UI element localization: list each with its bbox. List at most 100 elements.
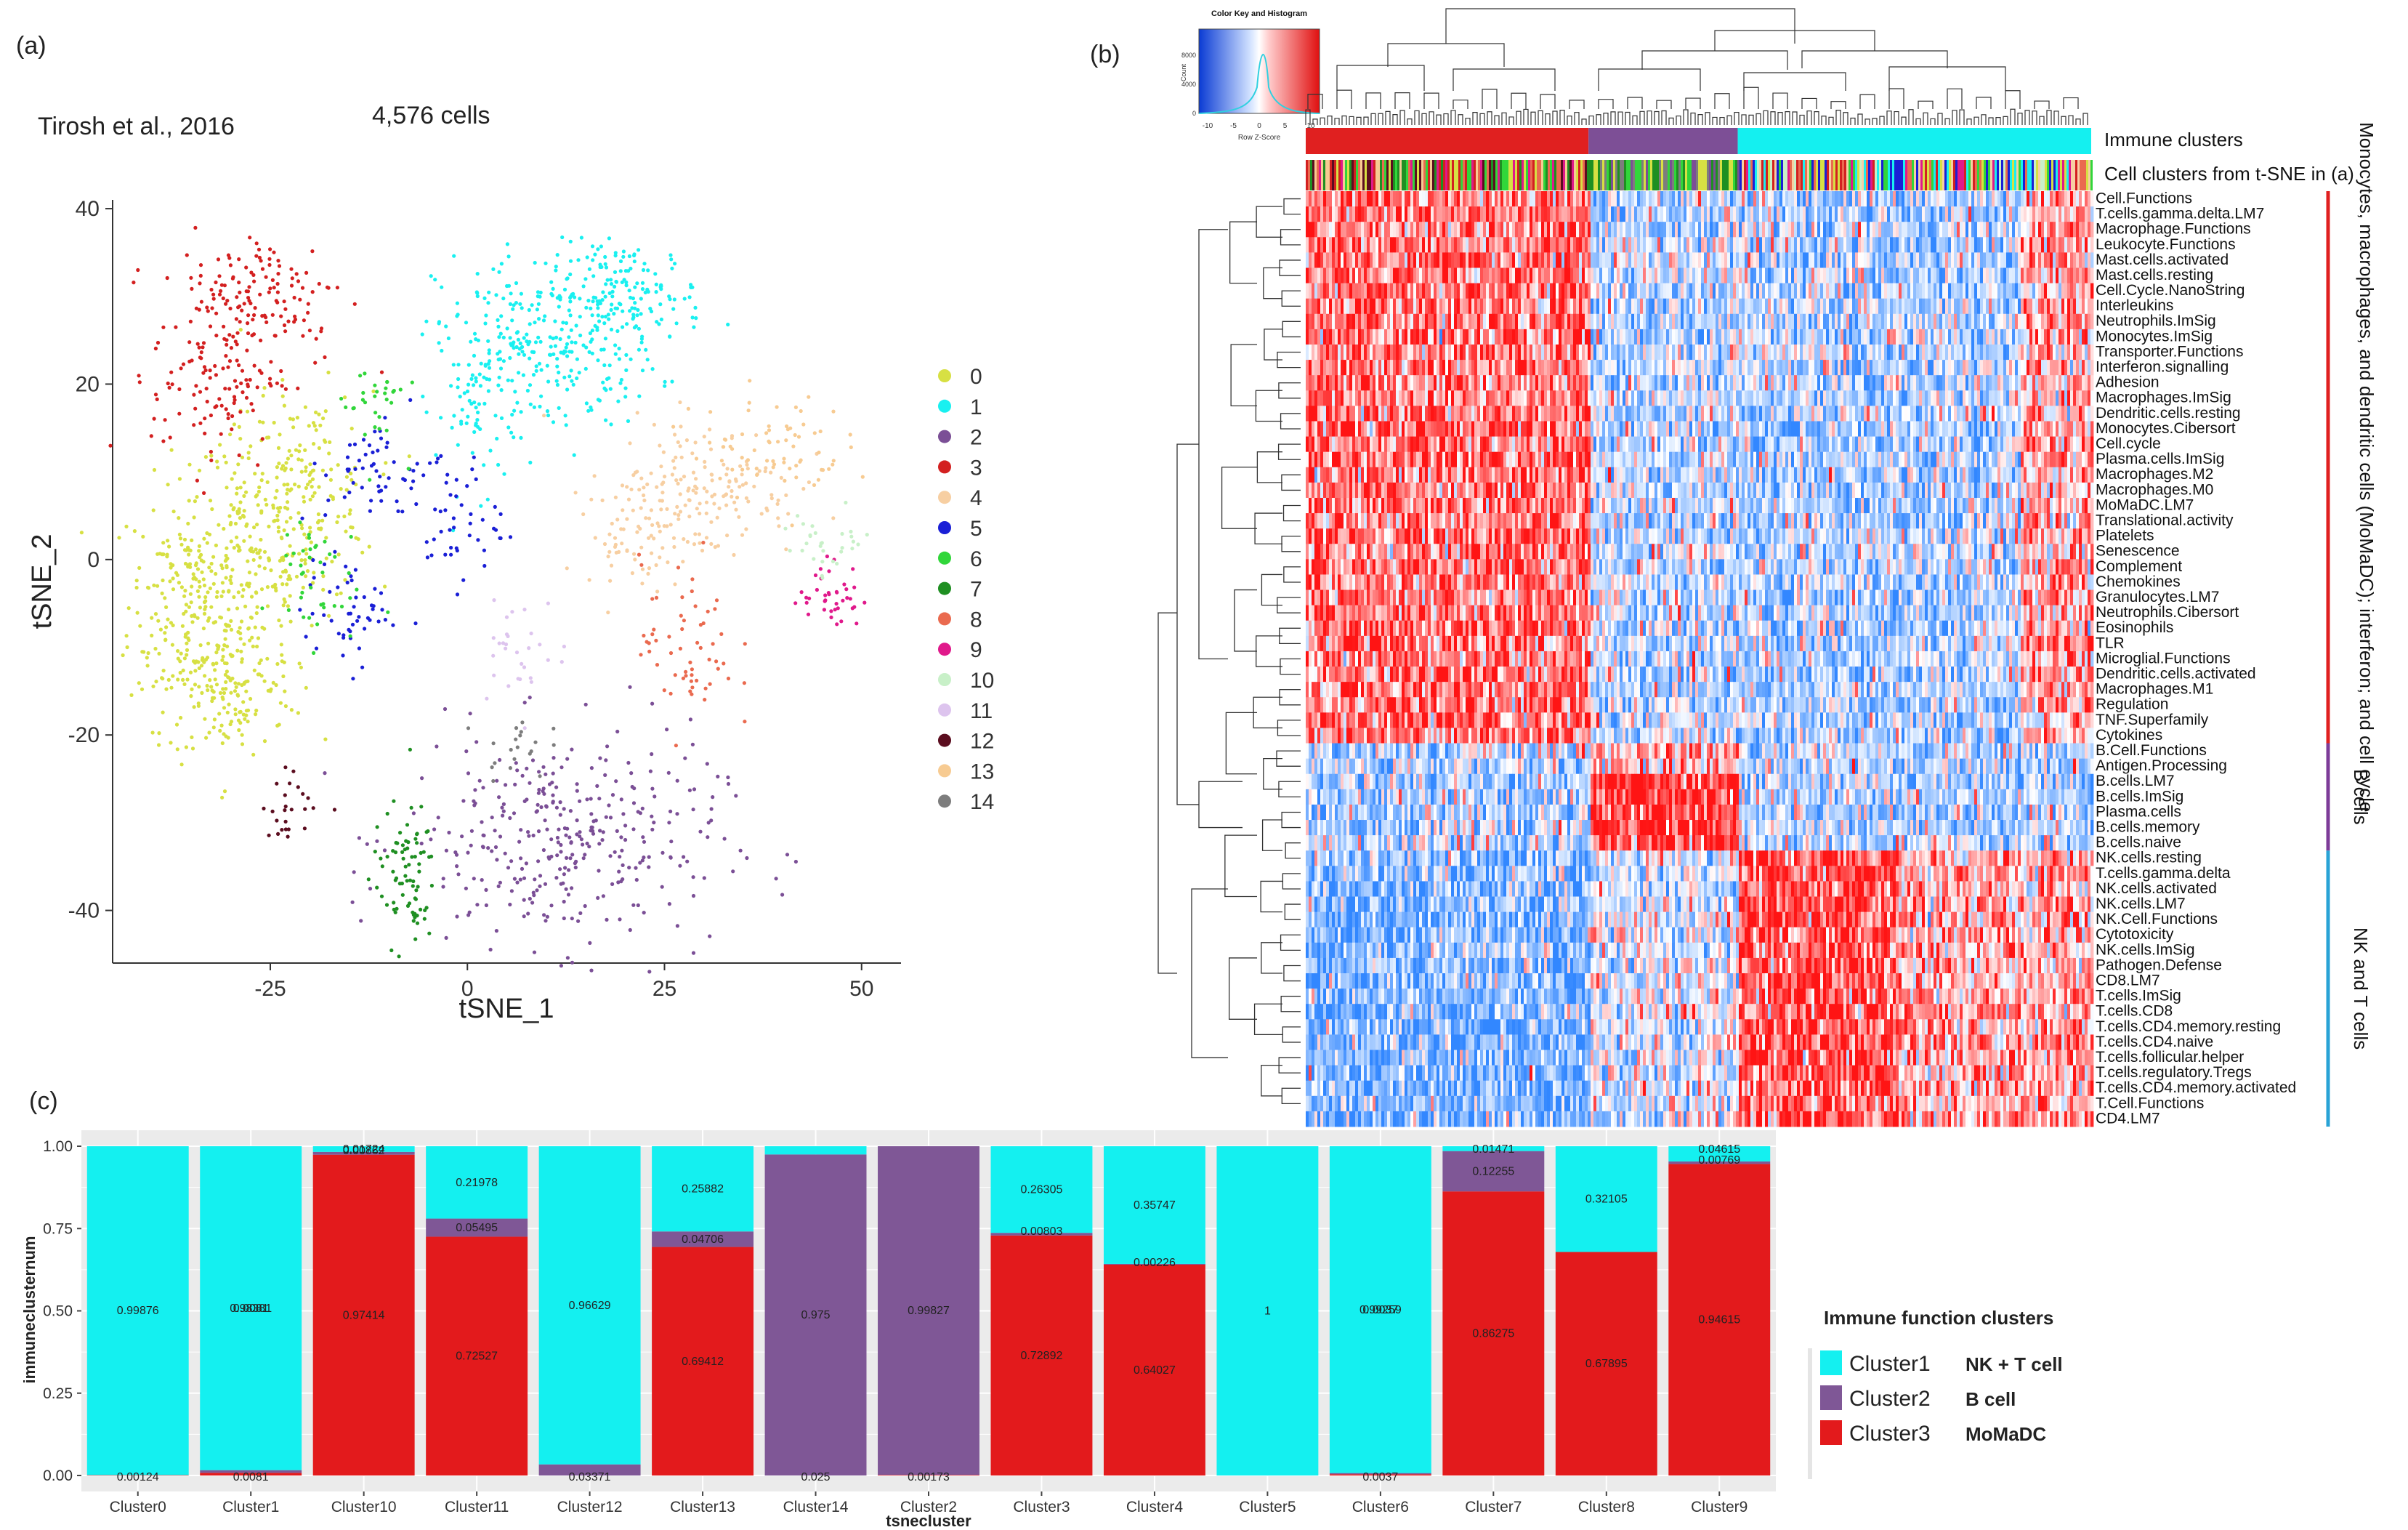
point [586, 408, 591, 413]
heat-cell [1538, 267, 1542, 283]
heat-cell [1593, 283, 1597, 299]
point [639, 340, 644, 345]
col-dendro-branch [1436, 114, 1442, 125]
point [211, 661, 215, 666]
point [630, 306, 634, 310]
heat-cell [1445, 206, 1449, 222]
heat-cell [1323, 237, 1327, 253]
heat-cell [1509, 252, 1513, 268]
point [307, 536, 312, 540]
col-dendro-branch [1697, 114, 1703, 125]
tsne-track-stripe [1637, 160, 1639, 190]
point [640, 369, 645, 373]
heat-cell [1463, 237, 1466, 253]
point [395, 499, 399, 504]
heat-cell [1809, 222, 1812, 238]
heat-cell [1675, 252, 1678, 268]
heat-cell [1887, 252, 1891, 268]
cluster-4-points [542, 400, 836, 615]
heat-cell [2000, 206, 2004, 222]
col-dendro-branch [1843, 112, 1849, 125]
point [240, 455, 245, 459]
heat-cell [2006, 252, 2010, 268]
point [187, 499, 191, 503]
point [851, 539, 855, 544]
tsne-track-stripe [1495, 160, 1498, 190]
dendro-branch [1230, 344, 1257, 407]
heat-cell [1736, 206, 1740, 222]
point [519, 856, 523, 861]
col-dendro-branch [1450, 110, 1456, 125]
heat-cell [1713, 252, 1716, 268]
point [635, 281, 639, 286]
point [515, 880, 520, 885]
tsne-track-stripe [1491, 160, 1493, 190]
point [538, 774, 542, 778]
heat-cell [1466, 283, 1469, 299]
dendro-branch [1282, 504, 1301, 522]
point [535, 307, 540, 312]
point [214, 373, 218, 377]
tsne-track-stripe [1936, 160, 1938, 190]
heat-cell [1341, 252, 1344, 268]
heat-cell [2076, 267, 2080, 283]
point [644, 516, 648, 520]
heat-cell [1948, 237, 1952, 253]
heat-cell [1544, 283, 1548, 299]
point [209, 449, 213, 454]
heat-cell [1373, 283, 1376, 299]
heat-cell [1309, 252, 1312, 268]
point [236, 629, 241, 635]
point [663, 475, 667, 479]
heat-cell [1686, 267, 1690, 283]
point [682, 297, 687, 301]
point [238, 548, 242, 552]
heat-cell [1425, 283, 1429, 299]
point [474, 379, 478, 384]
heat-cell [1672, 206, 1676, 222]
point [604, 758, 608, 762]
point [755, 472, 759, 477]
heat-cell [1503, 222, 1507, 238]
point [314, 337, 318, 341]
tsne-track-stripe [1777, 160, 1779, 190]
col-dendro-branch [1399, 110, 1405, 125]
heat-cell [1718, 206, 1722, 222]
point [513, 390, 517, 394]
point [291, 527, 296, 531]
tsne-track-stripe [1901, 160, 1903, 190]
point [501, 297, 506, 301]
heat-cell [2015, 206, 2019, 222]
point [410, 380, 414, 384]
heat-cell [1556, 267, 1559, 283]
tsne-track-stripe [1369, 160, 1371, 190]
heat-cell [1399, 191, 1402, 207]
point [220, 581, 225, 585]
heat-cell [1875, 222, 1879, 238]
point [530, 303, 534, 307]
tsne-track-stripe [1332, 160, 1334, 190]
point [219, 432, 223, 436]
heat-cell [1515, 252, 1519, 268]
point [639, 476, 644, 480]
point [844, 500, 848, 505]
point [289, 267, 294, 271]
heat-cell [2032, 191, 2036, 207]
point [248, 638, 252, 643]
heat-cell [2009, 191, 2013, 207]
tsne-track-stripe [1912, 160, 1914, 190]
point [246, 559, 250, 563]
point [186, 521, 190, 526]
point [157, 651, 161, 656]
point [301, 334, 305, 338]
point [176, 656, 180, 661]
point [420, 332, 424, 337]
heat-cell [1986, 191, 1989, 207]
col-dendro-branch [1859, 94, 1875, 109]
heat-cell [1559, 252, 1562, 268]
point [639, 506, 643, 510]
heat-cell [1471, 283, 1475, 299]
point [276, 446, 281, 450]
point [722, 837, 727, 841]
point [235, 648, 240, 653]
